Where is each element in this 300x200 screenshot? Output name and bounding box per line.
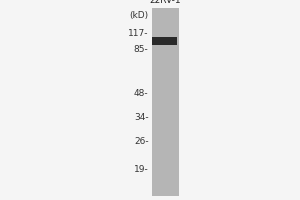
Bar <box>152 8 178 196</box>
Text: 19-: 19- <box>134 164 148 173</box>
Text: 85-: 85- <box>134 45 148 53</box>
Text: 34-: 34- <box>134 112 148 121</box>
Text: 22RV-1: 22RV-1 <box>149 0 181 5</box>
Text: 26-: 26- <box>134 136 148 146</box>
Text: 117-: 117- <box>128 28 148 38</box>
Text: (kD): (kD) <box>129 11 148 20</box>
Text: 48-: 48- <box>134 88 148 98</box>
Bar <box>152 37 177 45</box>
